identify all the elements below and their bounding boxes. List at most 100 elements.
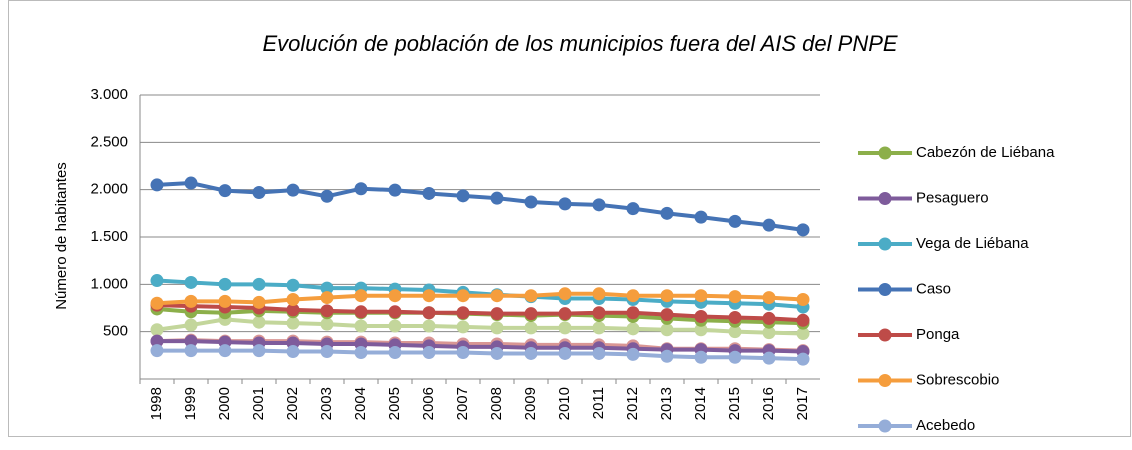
x-tick-label: 2003 — [318, 387, 335, 420]
point — [184, 344, 198, 358]
y-tick-label: 2.000 — [90, 181, 128, 198]
y-tick-label: 500 — [103, 323, 128, 340]
x-tick-label: 2011 — [590, 387, 607, 419]
point — [558, 321, 572, 335]
point — [320, 281, 334, 295]
point — [626, 347, 640, 361]
point — [218, 344, 232, 358]
point — [218, 294, 232, 308]
point — [150, 334, 164, 348]
legend-marker — [878, 328, 892, 342]
legend-marker — [878, 237, 892, 251]
x-tick-label: 1998 — [148, 387, 165, 420]
point — [456, 289, 470, 303]
point — [558, 307, 572, 321]
point — [626, 202, 640, 216]
point — [694, 289, 708, 303]
point — [660, 323, 674, 337]
y-tick-label: 2.500 — [90, 133, 128, 150]
point — [490, 191, 504, 205]
point — [184, 176, 198, 190]
legend-label: Pesaguero — [916, 189, 989, 206]
point — [252, 186, 266, 200]
point — [184, 294, 198, 308]
point — [796, 223, 810, 237]
point — [728, 325, 742, 339]
point — [796, 327, 810, 341]
point — [354, 305, 368, 319]
point — [660, 206, 674, 220]
point — [592, 287, 606, 301]
point — [558, 346, 572, 360]
legend-label: Sobrescobio — [916, 371, 999, 388]
legend-marker — [878, 283, 892, 296]
point — [694, 210, 708, 224]
x-tick-label: 2014 — [692, 387, 709, 420]
point — [558, 287, 572, 301]
point — [150, 296, 164, 310]
point — [354, 319, 368, 333]
legend-marker — [878, 419, 892, 433]
point — [286, 183, 300, 197]
point — [422, 345, 436, 359]
point — [762, 218, 776, 232]
point — [728, 310, 742, 324]
x-tick-label: 2012 — [624, 387, 641, 420]
x-tick-label: 2001 — [250, 387, 267, 420]
point — [524, 195, 538, 209]
point — [490, 346, 504, 360]
x-tick-label: 2005 — [386, 387, 403, 420]
point — [456, 189, 470, 203]
point — [524, 346, 538, 360]
point — [286, 345, 300, 359]
point — [762, 326, 776, 340]
point — [524, 289, 538, 303]
point — [592, 346, 606, 360]
point — [422, 306, 436, 320]
x-tick-label: 2006 — [420, 387, 437, 420]
point — [354, 345, 368, 359]
chart-title: Evolución de población de los municipios… — [262, 31, 897, 56]
point — [524, 307, 538, 321]
legend-label: Vega de Liébana — [916, 235, 1029, 252]
point — [626, 322, 640, 336]
point — [456, 306, 470, 320]
point — [218, 277, 232, 291]
point — [354, 182, 368, 196]
point — [524, 321, 538, 335]
point — [626, 306, 640, 320]
point — [728, 214, 742, 228]
legend-label: Cabezón de Liébana — [916, 144, 1055, 161]
point — [422, 186, 436, 200]
point — [762, 351, 776, 365]
point — [184, 275, 198, 289]
point — [150, 344, 164, 358]
point — [796, 292, 810, 306]
x-tick-label: 2004 — [352, 387, 369, 420]
point — [694, 310, 708, 324]
legend-marker — [878, 146, 892, 160]
legend-label: Acebedo — [916, 417, 975, 434]
point — [184, 318, 198, 332]
point — [422, 289, 436, 303]
point — [252, 295, 266, 309]
point — [592, 306, 606, 320]
x-tick-label: 2017 — [794, 387, 811, 420]
x-tick-label: 1999 — [182, 387, 199, 420]
x-tick-label: 2013 — [658, 387, 675, 420]
chart-frame — [8, 0, 1131, 437]
point — [218, 184, 232, 198]
point — [388, 345, 402, 359]
legend-label: Ponga — [916, 326, 960, 343]
x-tick-label: 2007 — [454, 387, 471, 420]
point — [286, 278, 300, 292]
x-tick-label: 2016 — [760, 387, 777, 420]
x-tick-label: 2002 — [284, 387, 301, 420]
point — [286, 316, 300, 330]
point — [592, 321, 606, 335]
point — [320, 189, 334, 203]
point — [660, 349, 674, 363]
point — [286, 303, 300, 317]
point — [728, 290, 742, 304]
point — [728, 350, 742, 364]
